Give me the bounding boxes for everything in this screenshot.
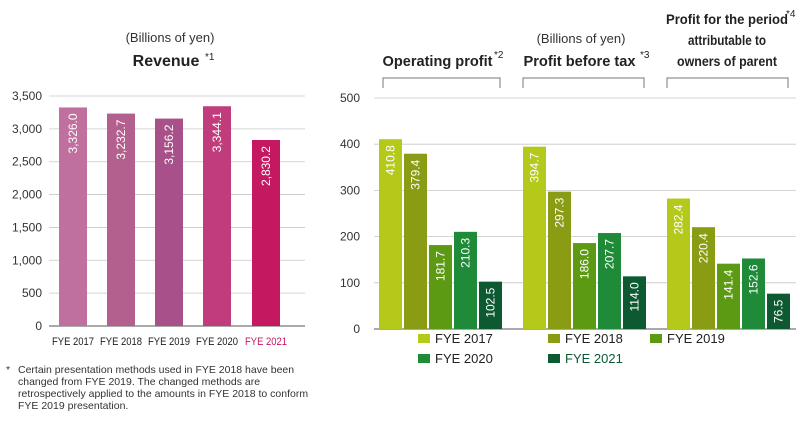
profit-bar-label: 210.3 (459, 238, 473, 268)
legend-label: FYE 2018 (565, 331, 623, 346)
rev-bar (203, 106, 231, 326)
profit-group-bracket (522, 77, 645, 88)
profit-group-note: *4 (786, 9, 796, 20)
rev-y-tick: 1,000 (12, 253, 42, 267)
profit-bar-label: 379.4 (409, 159, 423, 189)
profit-bar-label: 297.3 (553, 197, 567, 227)
rev-unit-label: (Billions of yen) (126, 30, 215, 45)
footnote: * Certain presentation methods used in F… (6, 364, 324, 412)
profit-bar (479, 281, 502, 329)
rev-bar (107, 113, 135, 326)
profit-y-tick: 300 (340, 183, 360, 197)
profit-bar-label: 181.7 (434, 251, 448, 281)
rev-x-tick: FYE 2017 (52, 336, 94, 348)
profit-bar-label: 207.7 (603, 239, 617, 269)
rev-y-tick: 2,500 (12, 155, 42, 169)
legend-label: FYE 2019 (667, 331, 725, 346)
profit-group-title-line: owners of parent (677, 53, 777, 69)
rev-x-tick: FYE 2021 (245, 336, 287, 348)
profit-bar-label: 186.0 (578, 249, 592, 279)
profit-bar (692, 227, 715, 329)
profit-group-title: Profit before tax (524, 53, 637, 70)
rev-y-tick: 500 (22, 286, 42, 300)
profit-unit-label: (Billions of yen) (537, 31, 626, 46)
profit-bar (523, 146, 546, 329)
profit-bar-label: 152.6 (747, 264, 761, 294)
profit-y-tick: 400 (340, 137, 360, 151)
profit-group-title-line: Profit for the period (666, 11, 788, 27)
footnote-text: Certain presentation methods used in FYE… (18, 364, 309, 412)
profit-y-tick: 0 (353, 322, 360, 336)
profit-bar-label: 220.4 (697, 233, 711, 263)
profit-bar (429, 245, 452, 329)
profit-y-tick: 500 (340, 91, 360, 105)
rev-bar-label: 2,830.2 (259, 146, 273, 186)
profit-bar (379, 139, 402, 329)
rev-bar (252, 140, 280, 326)
profit-bar-label: 410.8 (384, 145, 398, 175)
rev-x-tick: FYE 2019 (148, 336, 190, 348)
profit-bar (767, 293, 790, 329)
rev-title-note: *1 (205, 52, 215, 63)
rev-bar (59, 107, 87, 326)
legend-label: FYE 2020 (435, 351, 493, 366)
rev-y-tick: 0 (35, 319, 42, 333)
profit-y-tick: 200 (340, 230, 360, 244)
rev-bar-label: 3,326.0 (66, 113, 80, 153)
profit-group-note: *2 (494, 50, 504, 61)
profit-bar-label: 102.5 (484, 287, 498, 317)
footnote-marker: * (6, 364, 11, 376)
profit-bar (573, 243, 596, 329)
rev-bar-label: 3,344.1 (210, 112, 224, 152)
profit-bar (454, 231, 477, 329)
rev-bar (155, 118, 183, 326)
legend-label: FYE 2021 (565, 351, 623, 366)
legend-swatch (548, 334, 560, 343)
rev-y-tick: 3,000 (12, 122, 42, 136)
profit-bar-label: 282.4 (672, 204, 686, 234)
profit-group-bracket (382, 77, 501, 88)
profit-bar (404, 153, 427, 329)
rev-x-tick: FYE 2018 (100, 336, 142, 348)
profit-group-note: *3 (640, 50, 650, 61)
legend-swatch (548, 354, 560, 363)
profit-bar-label: 114.0 (628, 282, 642, 311)
rev-title: Revenue (133, 53, 200, 70)
rev-y-tick: 3,500 (12, 89, 42, 103)
profit-bar-label: 76.5 (772, 299, 786, 323)
profit-group-title-line: attributable to (688, 32, 766, 48)
legend-label: FYE 2017 (435, 331, 493, 346)
profit-bar (717, 263, 740, 329)
profit-bar-label: 141.4 (722, 269, 736, 299)
rev-x-tick: FYE 2020 (196, 336, 238, 348)
rev-bar-label: 3,232.7 (114, 119, 128, 159)
legend-swatch (650, 334, 662, 343)
rev-bar-label: 3,156.2 (162, 124, 176, 164)
rev-y-tick: 2,000 (12, 188, 42, 202)
profit-bar (548, 191, 571, 329)
profit-group-bracket (666, 77, 789, 88)
profit-bar (598, 233, 621, 329)
profit-bar (742, 258, 765, 329)
legend-swatch (418, 354, 430, 363)
profit-y-tick: 100 (340, 276, 360, 290)
profit-bar (623, 276, 646, 329)
profit-bar-label: 394.7 (528, 152, 542, 182)
profit-group-title: Operating profit (383, 53, 493, 70)
rev-y-tick: 1,500 (12, 220, 42, 234)
legend-swatch (418, 334, 430, 343)
profit-bar (667, 198, 690, 329)
